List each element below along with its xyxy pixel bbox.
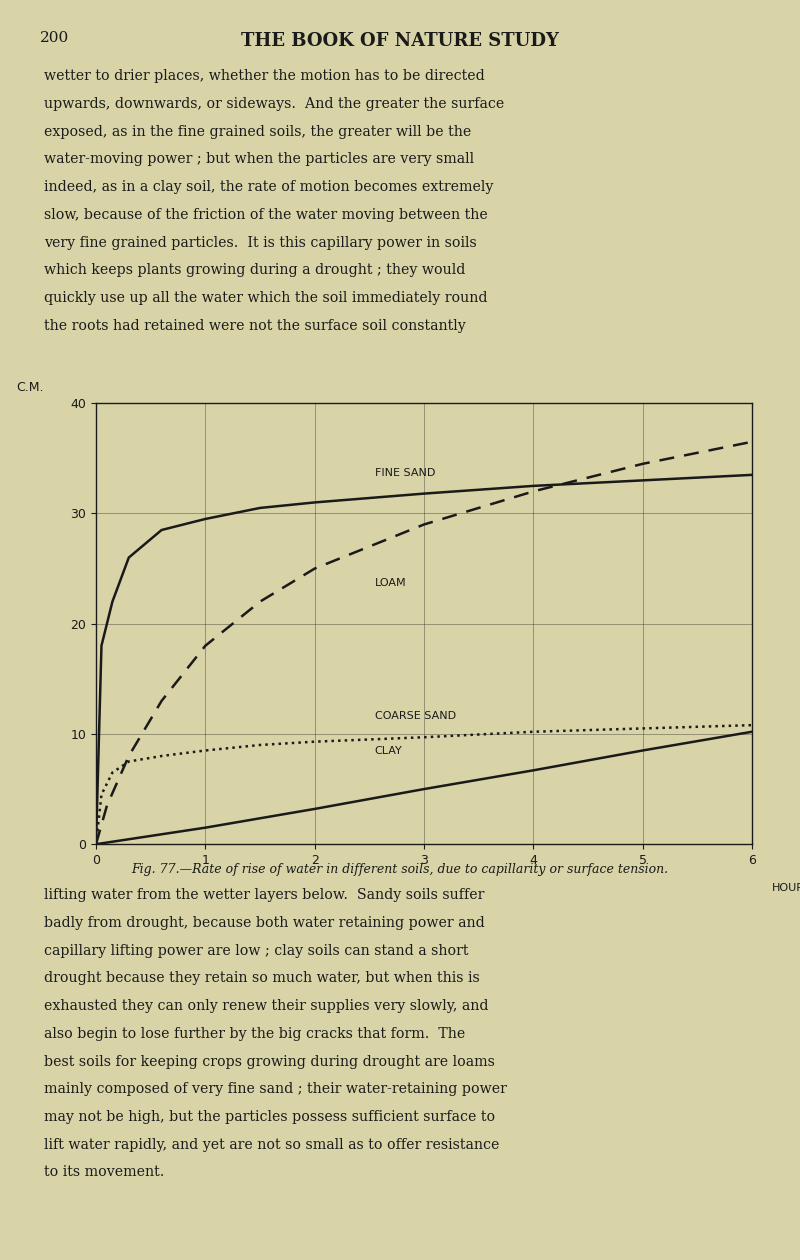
Text: COARSE SAND: COARSE SAND	[374, 711, 456, 721]
Text: capillary lifting power are low ; clay soils can stand a short: capillary lifting power are low ; clay s…	[44, 944, 469, 958]
Text: also begin to lose further by the big cracks that form.  The: also begin to lose further by the big cr…	[44, 1027, 466, 1041]
Text: Fig. 77.—Rate of rise of water in different soils, due to capillarity or surface: Fig. 77.—Rate of rise of water in differ…	[131, 863, 669, 876]
Text: lift water rapidly, and yet are not so small as to offer resistance: lift water rapidly, and yet are not so s…	[44, 1138, 499, 1152]
Text: very fine grained particles.  It is this capillary power in soils: very fine grained particles. It is this …	[44, 236, 477, 249]
Text: HOURS: HOURS	[772, 883, 800, 893]
Text: exhausted they can only renew their supplies very slowly, and: exhausted they can only renew their supp…	[44, 999, 489, 1013]
Text: 200: 200	[40, 32, 70, 45]
Text: upwards, downwards, or sideways.  And the greater the surface: upwards, downwards, or sideways. And the…	[44, 97, 504, 111]
Text: badly from drought, because both water retaining power and: badly from drought, because both water r…	[44, 916, 485, 930]
Text: quickly use up all the water which the soil immediately round: quickly use up all the water which the s…	[44, 291, 487, 305]
Text: C.M.: C.M.	[17, 382, 44, 394]
Text: drought because they retain so much water, but when this is: drought because they retain so much wate…	[44, 971, 480, 985]
Text: LOAM: LOAM	[374, 578, 406, 588]
Text: may not be high, but the particles possess sufficient surface to: may not be high, but the particles posse…	[44, 1110, 495, 1124]
Text: wetter to drier places, whether the motion has to be directed: wetter to drier places, whether the moti…	[44, 69, 485, 83]
Text: to its movement.: to its movement.	[44, 1166, 164, 1179]
Text: mainly composed of very fine sand ; their water-retaining power: mainly composed of very fine sand ; thei…	[44, 1082, 507, 1096]
Text: slow, because of the friction of the water moving between the: slow, because of the friction of the wat…	[44, 208, 488, 222]
Text: FINE SAND: FINE SAND	[374, 469, 435, 479]
Text: which keeps plants growing during a drought ; they would: which keeps plants growing during a drou…	[44, 263, 466, 277]
Text: exposed, as in the fine grained soils, the greater will be the: exposed, as in the fine grained soils, t…	[44, 125, 471, 139]
Text: THE BOOK OF NATURE STUDY: THE BOOK OF NATURE STUDY	[241, 32, 559, 49]
Text: CLAY: CLAY	[374, 746, 402, 756]
Text: lifting water from the wetter layers below.  Sandy soils suffer: lifting water from the wetter layers bel…	[44, 888, 484, 902]
Text: indeed, as in a clay soil, the rate of motion becomes extremely: indeed, as in a clay soil, the rate of m…	[44, 180, 494, 194]
Text: the roots had retained were not the surface soil constantly: the roots had retained were not the surf…	[44, 319, 466, 333]
Text: water-moving power ; but when the particles are very small: water-moving power ; but when the partic…	[44, 152, 474, 166]
Text: best soils for keeping crops growing during drought are loams: best soils for keeping crops growing dur…	[44, 1055, 495, 1068]
